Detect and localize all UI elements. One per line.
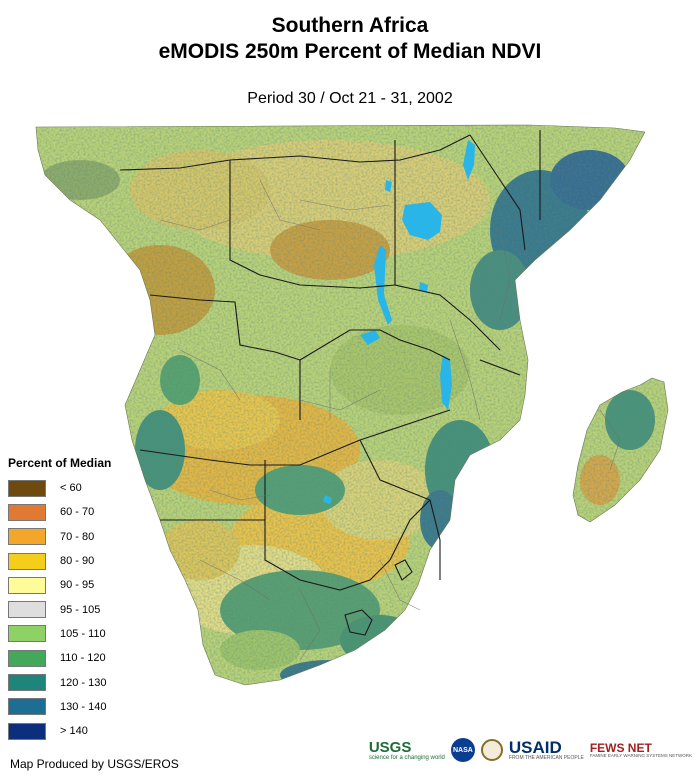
map-title: Southern Africa — [271, 14, 429, 37]
lakes — [323, 140, 475, 504]
period-label: Period 30 / Oct 21 - 31, 2002 — [247, 90, 453, 107]
legend-swatch — [8, 698, 46, 716]
legend-item: 80 - 90 — [8, 549, 111, 573]
province-borders — [159, 179, 621, 661]
legend-item: 60 - 70 — [8, 500, 111, 524]
legend-label: 60 - 70 — [60, 506, 95, 519]
legend-label: 110 - 120 — [60, 652, 106, 665]
legend-swatch — [8, 576, 46, 594]
legend-swatch — [8, 528, 46, 546]
legend-label: 105 - 110 — [60, 627, 106, 640]
legend-swatch — [8, 722, 46, 740]
legend-label: 120 - 130 — [60, 676, 107, 689]
nasa-logo: NASA — [450, 738, 475, 762]
legend-swatch — [8, 649, 46, 667]
legend-label: > 140 — [60, 725, 88, 738]
legend-item: 95 - 105 — [8, 597, 111, 621]
legend-swatch — [8, 503, 46, 521]
noaa-seal-icon — [480, 739, 503, 761]
legend-item: 120 - 130 — [8, 670, 111, 694]
legend-label: 80 - 90 — [60, 555, 95, 568]
legend-swatch — [8, 625, 46, 643]
legend-item: > 140 — [8, 719, 111, 743]
credit-text: Map Produced by USGS/EROS — [10, 757, 179, 771]
legend-swatch — [8, 601, 46, 619]
fews-net-logo: FEWS NET FAMINE EARLY WARNING SYSTEMS NET… — [589, 740, 692, 758]
legend-label: 95 - 105 — [60, 603, 101, 616]
legend-item: 110 - 120 — [8, 646, 111, 670]
ndvi-map — [35, 124, 669, 686]
legend-item: 130 - 140 — [8, 695, 111, 719]
legend-label: 90 - 95 — [60, 579, 95, 592]
legend-label: 70 - 80 — [60, 530, 95, 543]
legend-label: < 60 — [60, 482, 82, 495]
legend-item: 105 - 110 — [8, 622, 111, 646]
legend-swatch — [8, 552, 46, 570]
legend-item: < 60 — [8, 476, 111, 500]
map-subtitle: eMODIS 250m Percent of Median NDVI — [158, 40, 542, 63]
legend-swatch — [8, 674, 46, 692]
partner-logos: USGS science for a changing world NASA US… — [369, 738, 692, 762]
legend-title: Percent of Median — [8, 456, 112, 470]
country-borders — [119, 130, 541, 636]
legend-item: 90 - 95 — [8, 573, 111, 597]
legend: Percent of Median < 60 60 - 70 70 - 80 80 -… — [8, 456, 111, 743]
usgs-logo: USGS science for a changing world — [368, 738, 445, 761]
legend-item: 70 - 80 — [8, 525, 111, 549]
legend-label: 130 - 140 — [60, 700, 107, 713]
legend-swatch — [8, 479, 46, 497]
usaid-logo: USAID FROM THE AMERICAN PEOPLE — [508, 738, 584, 761]
